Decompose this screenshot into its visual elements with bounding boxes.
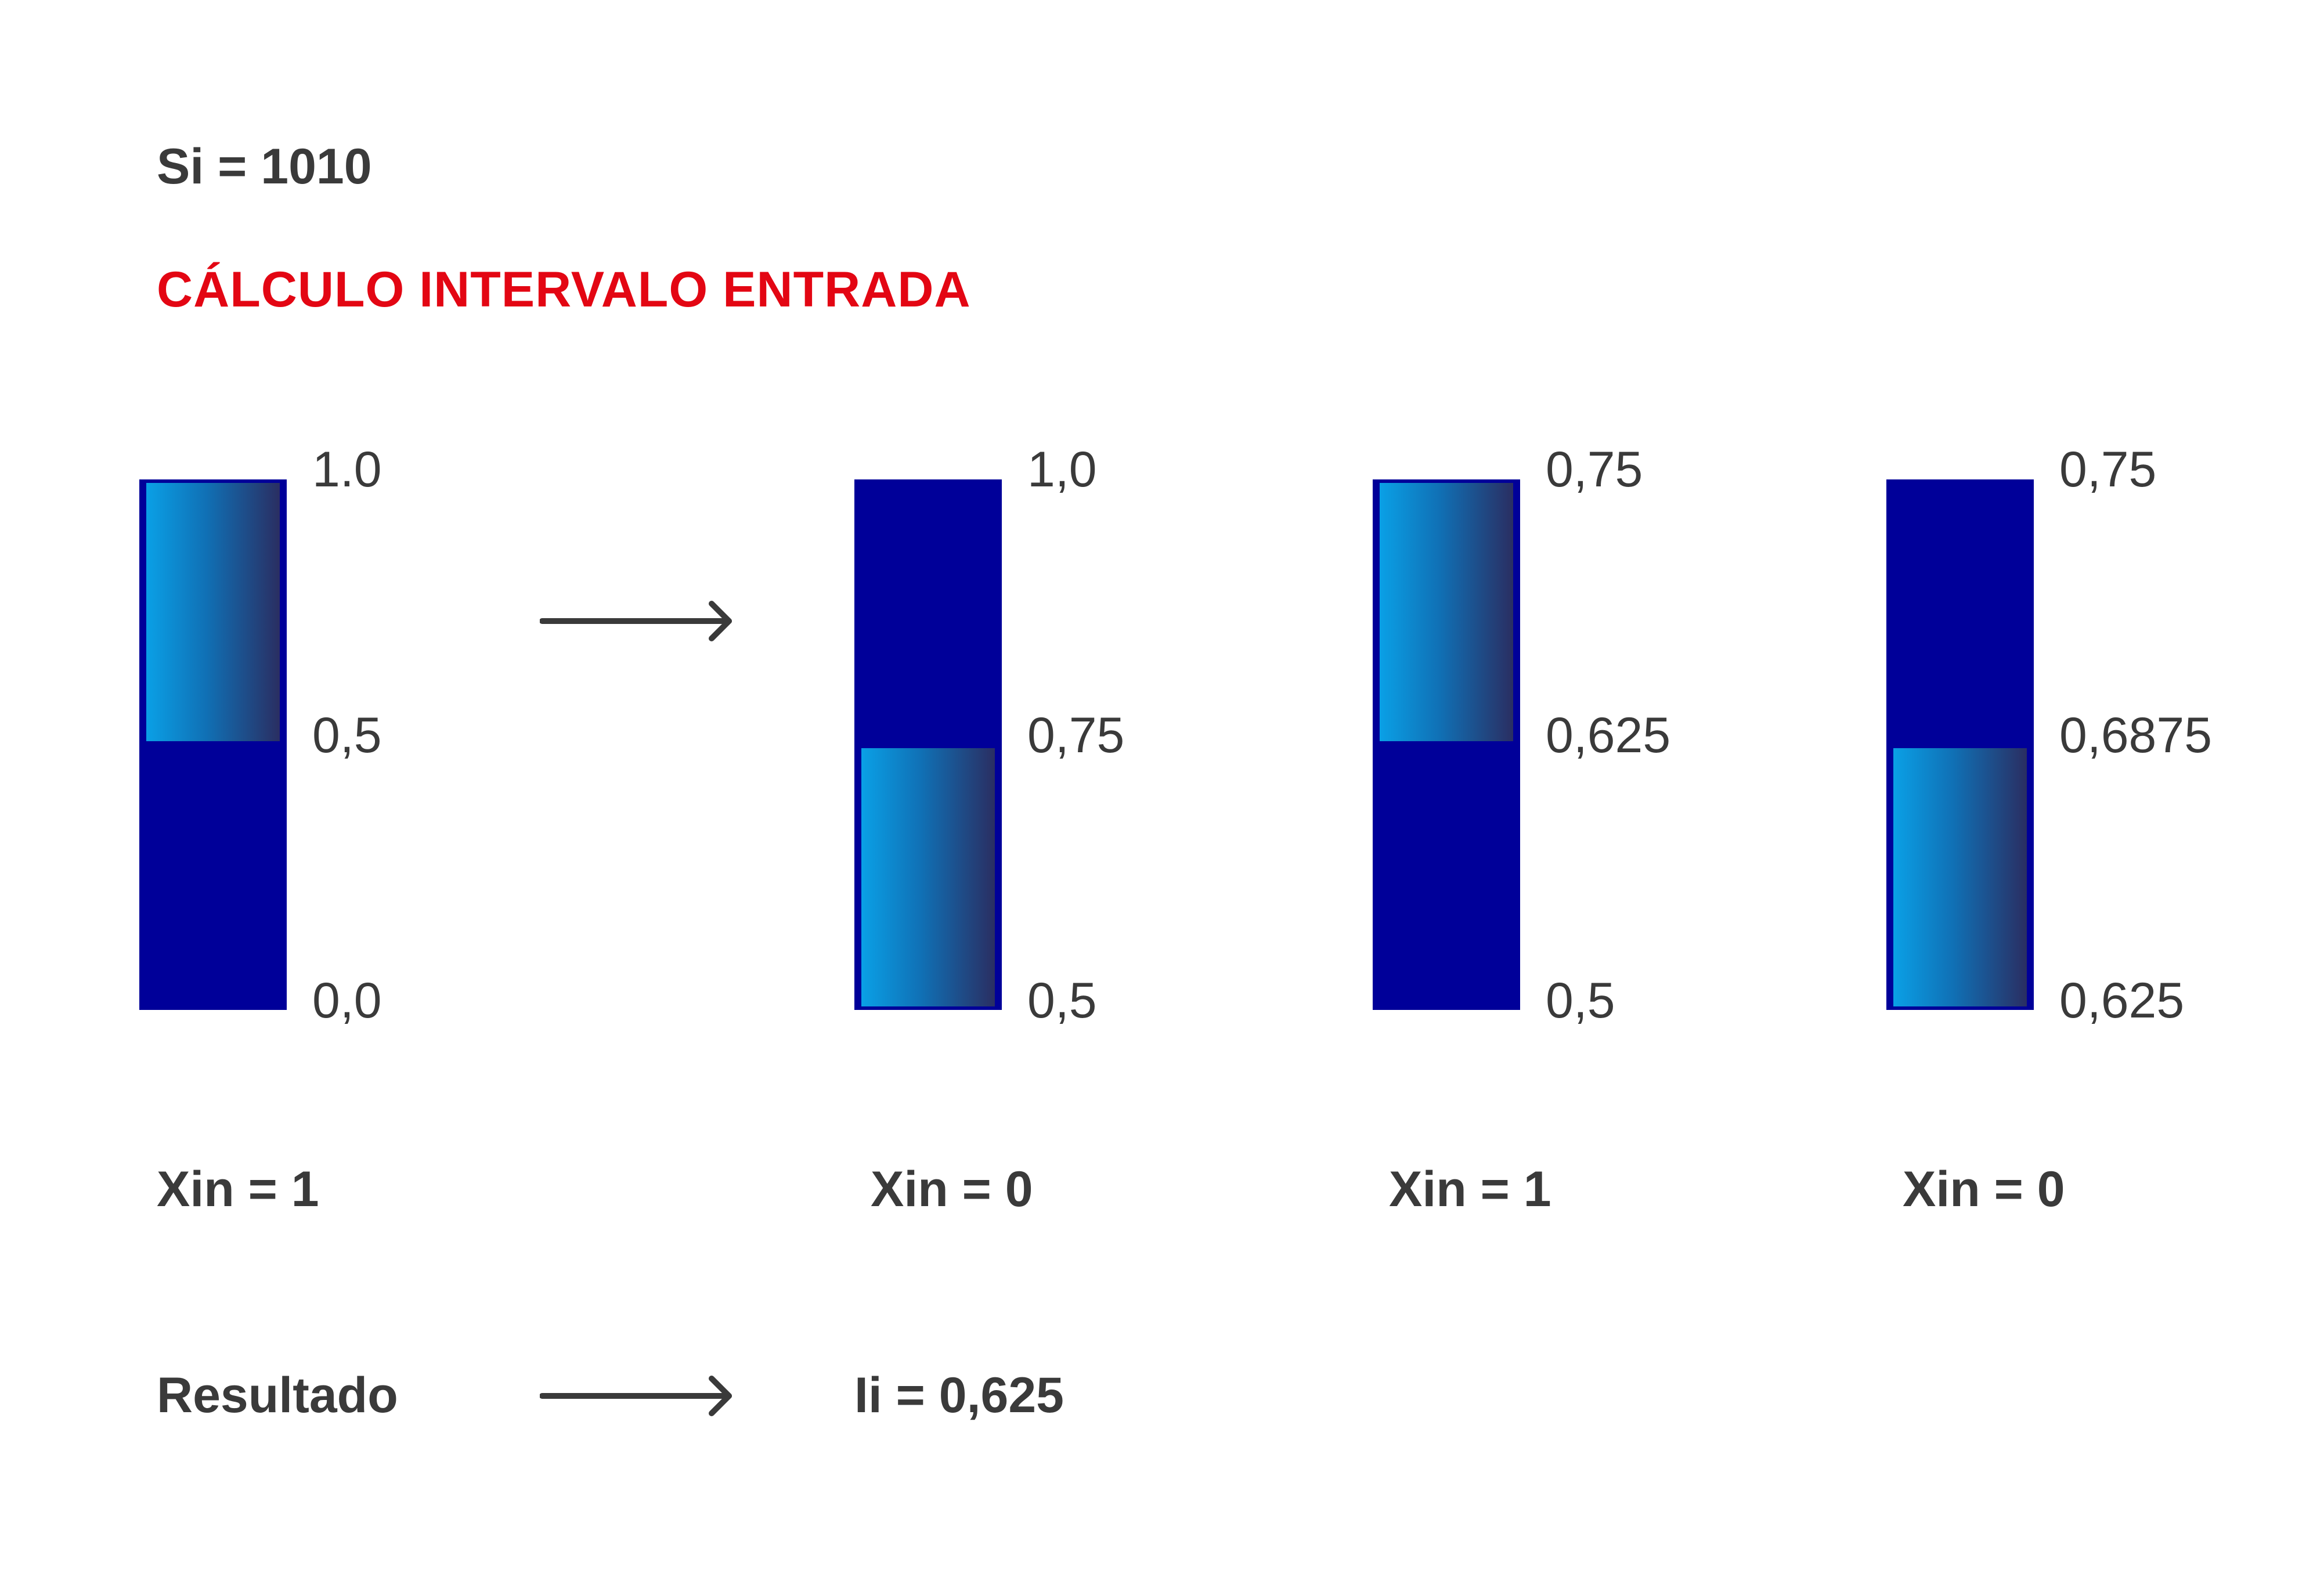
interval-bar-3 (1373, 479, 1520, 1010)
right-arrow-icon (540, 601, 732, 641)
tick-mid-1: 0,5 (312, 708, 382, 763)
highlighted-interval-4 (1890, 745, 2030, 1010)
result-value: Ii = 0,625 (854, 1367, 1064, 1423)
tick-bottom-4: 0,625 (2059, 973, 2185, 1029)
xin-label-4: Xin = 0 (1903, 1161, 2065, 1217)
tick-bottom-3: 0,5 (1546, 973, 1615, 1029)
tick-mid-2: 0,75 (1027, 708, 1125, 763)
section-heading: CÁLCULO INTERVALO ENTRADA (157, 262, 971, 317)
tick-top-3: 0,75 (1546, 442, 1643, 497)
tick-bottom-1: 0,0 (312, 973, 382, 1029)
tick-mid-3: 0,625 (1546, 708, 1671, 763)
result-label: Resultado (157, 1367, 398, 1423)
highlighted-interval-3 (1376, 479, 1517, 745)
highlighted-interval-2 (858, 745, 998, 1010)
xin-label-3: Xin = 1 (1389, 1161, 1551, 1217)
interval-bar-1 (139, 479, 287, 1010)
interval-bar-4 (1886, 479, 2034, 1010)
interval-bar-2 (854, 479, 1002, 1010)
highlighted-interval-1 (143, 479, 283, 745)
result-arrow-icon (540, 1376, 732, 1416)
tick-bottom-2: 0,5 (1027, 973, 1097, 1029)
tick-top-2: 1,0 (1027, 442, 1097, 497)
xin-label-1: Xin = 1 (157, 1161, 319, 1217)
tick-top-4: 0,75 (2059, 442, 2157, 497)
tick-mid-4: 0,6875 (2059, 708, 2213, 763)
xin-label-2: Xin = 0 (871, 1161, 1033, 1217)
si-label: Si = 1010 (157, 139, 372, 194)
tick-top-1: 1.0 (312, 442, 382, 497)
